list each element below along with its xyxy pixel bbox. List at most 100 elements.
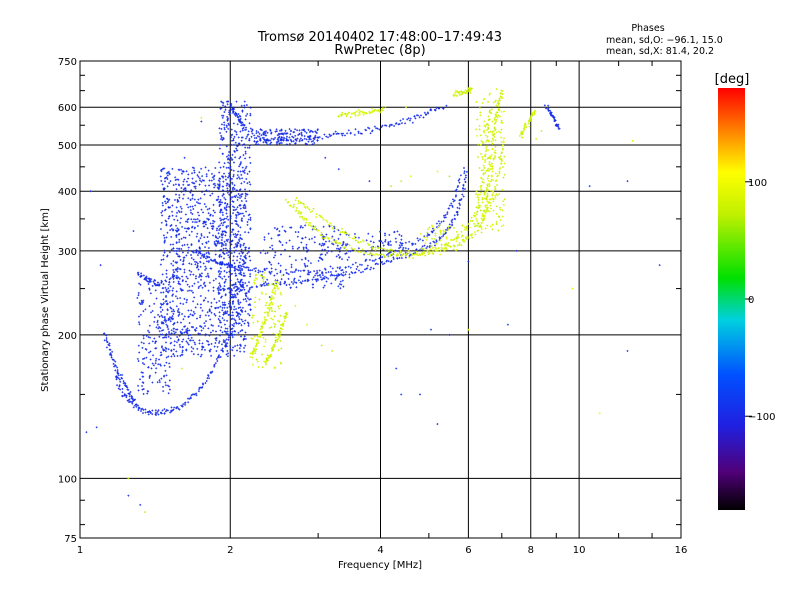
data-point (182, 188, 185, 191)
data-point (179, 302, 182, 305)
data-point (218, 311, 221, 314)
data-point (154, 284, 157, 287)
data-point-v (168, 182, 170, 185)
data-point (434, 109, 437, 112)
data-point (208, 256, 211, 259)
data-point-v (217, 242, 218, 245)
data-point-v (230, 108, 232, 111)
data-point (237, 266, 240, 269)
data-point (289, 138, 292, 141)
data-point (354, 271, 357, 274)
data-point (449, 226, 452, 229)
data-point-v (240, 237, 242, 240)
data-point-v (154, 279, 155, 282)
data-point-v (238, 266, 240, 269)
data-point (214, 166, 217, 169)
data-point (165, 272, 168, 275)
data-point (444, 231, 447, 234)
data-point (223, 323, 226, 326)
data-point (198, 250, 201, 253)
data-point (183, 268, 186, 271)
data-point (173, 340, 176, 343)
data-point (227, 263, 230, 266)
data-point-v (231, 349, 233, 352)
data-point-v (391, 123, 393, 126)
data-point (376, 263, 379, 266)
data-point-v (177, 255, 179, 258)
data-point (208, 334, 211, 337)
data-point (456, 213, 459, 216)
data-point (206, 227, 209, 230)
data-point-v (222, 176, 224, 179)
data-point-v (200, 265, 202, 268)
data-point (107, 343, 110, 346)
data-point (176, 247, 179, 250)
data-point-v (387, 252, 389, 255)
data-point (191, 193, 194, 196)
data-point (165, 269, 168, 272)
data-point-v (218, 355, 219, 358)
data-point-v (109, 342, 110, 345)
data-point (219, 253, 222, 256)
data-point-v (408, 117, 410, 120)
data-point (218, 183, 221, 186)
data-point-v (191, 230, 193, 233)
data-point (220, 262, 223, 265)
data-point (117, 387, 120, 390)
data-point (241, 329, 244, 332)
data-point-v (445, 216, 447, 219)
data-point-v (202, 327, 204, 330)
data-point-v (194, 260, 196, 263)
data-point (202, 346, 205, 349)
data-point-v (454, 214, 456, 217)
data-point (302, 269, 305, 272)
data-point (227, 218, 230, 221)
data-point-v (218, 188, 220, 191)
data-point-v (407, 247, 409, 250)
data-point (173, 406, 176, 409)
data-point (237, 118, 240, 121)
data-point-v (216, 261, 217, 264)
data-point-v (162, 336, 164, 339)
data-point-v (361, 132, 363, 135)
data-point (176, 261, 179, 264)
data-point-v (246, 284, 248, 287)
data-point-v (137, 409, 139, 412)
data-point-v (134, 404, 136, 407)
data-point (229, 249, 232, 252)
data-point (218, 282, 221, 285)
data-point (199, 306, 202, 309)
data-point (234, 243, 237, 246)
data-point-v (298, 279, 300, 282)
data-point (239, 301, 242, 304)
data-point-v (358, 130, 359, 133)
data-point-v (225, 244, 227, 247)
data-point-v (464, 188, 466, 191)
data-point (208, 252, 211, 255)
data-point (550, 111, 553, 114)
data-point (201, 175, 204, 178)
data-point-v (322, 277, 324, 280)
data-point-v (124, 393, 126, 396)
data-point (131, 395, 134, 398)
data-point (351, 272, 354, 275)
data-point (166, 254, 169, 257)
data-point-v (426, 235, 428, 238)
data-point-v (160, 228, 162, 231)
data-point-v (463, 166, 465, 169)
data-point (422, 116, 425, 119)
data-point (200, 208, 203, 211)
data-point (205, 275, 208, 278)
data-point (188, 262, 191, 265)
data-point (147, 411, 150, 414)
data-point (224, 278, 227, 281)
data-point-v (199, 314, 201, 317)
data-point-v (213, 209, 214, 212)
data-point (140, 410, 143, 413)
data-point (416, 237, 419, 240)
data-point-v (228, 270, 230, 273)
data-point (291, 271, 294, 274)
data-point-v (340, 273, 342, 276)
data-point (159, 411, 162, 414)
data-point (217, 225, 220, 228)
